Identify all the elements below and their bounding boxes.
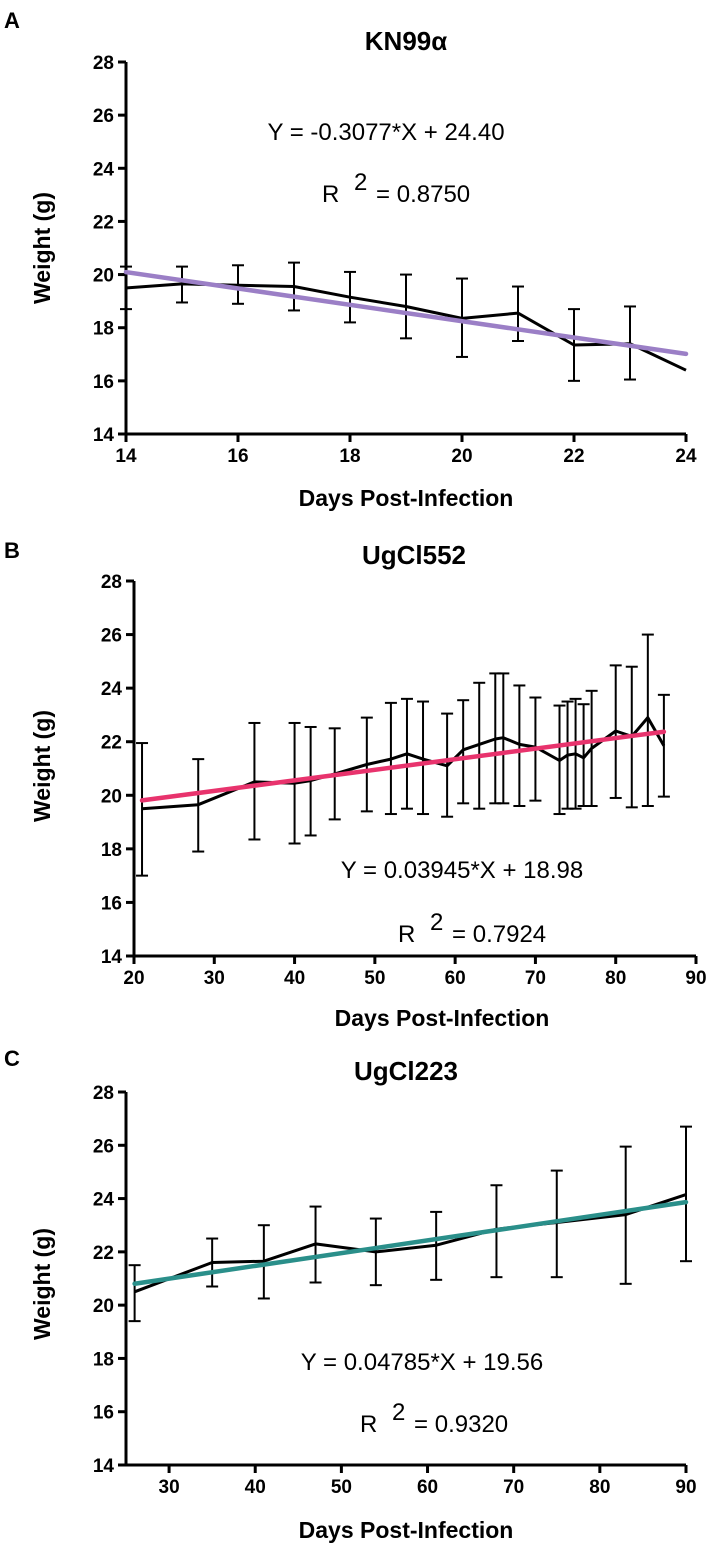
y-tick-label: 28 (93, 53, 114, 74)
r-value: = 0.9320 (414, 1411, 508, 1438)
plot-area: 14 16 18 20 22 24 26 28 20 30 40 50 60 70 80 90 (101, 572, 707, 989)
x-tick-label: 50 (364, 968, 385, 989)
r-superscript: 2 (430, 909, 443, 936)
y-tick-label: 20 (93, 266, 114, 287)
x-tick-label: 20 (451, 446, 472, 467)
x-tick-label: 70 (525, 968, 546, 989)
y-tick-label: 22 (101, 733, 122, 754)
r-value: = 0.7924 (452, 921, 546, 948)
x-tick-label: 80 (589, 1477, 610, 1498)
y-tick-label: 14 (93, 1456, 115, 1477)
x-tick-label: 90 (685, 968, 706, 989)
x-axis-label: Days Post-Infection (299, 485, 514, 511)
x-tick-label: 22 (563, 446, 584, 467)
fit-equation: Y = 0.03945*X + 18.98 (341, 857, 583, 884)
y-tick-label: 20 (101, 786, 122, 807)
chart-title: UgCl223 (354, 1056, 458, 1086)
x-tick-label: 60 (445, 968, 466, 989)
y-tick-label: 28 (101, 572, 122, 593)
regression-line (123, 269, 689, 357)
y-tick-label: 22 (93, 1243, 114, 1264)
y-tick-label: 24 (93, 1190, 115, 1211)
y-tick-label: 20 (93, 1296, 114, 1317)
y-tick-label: 26 (93, 1136, 114, 1157)
r-superscript: 2 (354, 169, 367, 196)
x-tick-label: 60 (417, 1477, 438, 1498)
x-tick-label: 30 (159, 1477, 180, 1498)
x-axis-label: Days Post-Infection (299, 1517, 514, 1543)
y-tick-label: 24 (101, 679, 123, 700)
panel-letter: B (4, 538, 20, 563)
y-tick-label: 18 (93, 1349, 114, 1370)
r-prefix: R (360, 1411, 377, 1438)
y-tick-label: 24 (93, 159, 115, 180)
mean-line (134, 1193, 687, 1294)
x-tick-label: 30 (204, 968, 225, 989)
y-tick-label: 26 (101, 626, 122, 647)
r-squared: R 2 = 0.8750 (322, 169, 470, 208)
chart-title: UgCl552 (362, 540, 466, 570)
r-squared: R 2 = 0.9320 (360, 1399, 508, 1438)
x-tick-label: 14 (115, 446, 137, 467)
r-prefix: R (398, 921, 415, 948)
plot-area: 14 16 18 20 22 24 26 28 30 40 50 60 70 80 90 (93, 1083, 697, 1498)
y-axis-label: Weight (g) (29, 710, 55, 822)
panel-letter: A (4, 8, 20, 33)
r-value: = 0.8750 (376, 181, 470, 208)
x-tick-label: 24 (675, 446, 697, 467)
y-tick-label: 28 (93, 1083, 114, 1104)
x-tick-label: 40 (284, 968, 305, 989)
x-tick-label: 80 (605, 968, 626, 989)
regression-line (132, 1199, 689, 1286)
plot-area: 14 16 18 20 22 24 26 28 14 16 18 20 22 24 (93, 53, 697, 467)
panel-a: A KN99α Weight (g) Days Post-Infection Y… (4, 8, 697, 511)
y-axis-label: Weight (g) (29, 1228, 55, 1340)
x-tick-label: 20 (123, 968, 144, 989)
x-tick-label: 16 (227, 446, 248, 467)
y-tick-label: 14 (93, 425, 115, 446)
panel-c: C UgCl223 Weight (g) Days Post-Infection… (4, 1046, 697, 1543)
regression-line (139, 729, 667, 803)
x-axis-label: Days Post-Infection (335, 1005, 550, 1031)
x-tick-label: 40 (245, 1477, 266, 1498)
x-tick-label: 70 (503, 1477, 524, 1498)
y-tick-label: 22 (93, 212, 114, 233)
y-tick-label: 18 (101, 840, 122, 861)
chart-title: KN99α (365, 26, 447, 56)
y-tick-label: 18 (93, 319, 114, 340)
fit-equation: Y = 0.04785*X + 19.56 (301, 1349, 543, 1376)
y-tick-label: 16 (93, 372, 114, 393)
x-tick-label: 90 (675, 1477, 696, 1498)
y-tick-label: 16 (93, 1403, 114, 1424)
r-prefix: R (322, 181, 339, 208)
y-axis-label: Weight (g) (29, 192, 55, 304)
y-tick-label: 14 (101, 947, 123, 968)
y-tick-label: 26 (93, 106, 114, 127)
x-tick-label: 50 (331, 1477, 352, 1498)
y-tick-label: 16 (101, 893, 122, 914)
mean-line (141, 716, 666, 811)
fit-equation: Y = -0.3077*X + 24.40 (267, 119, 504, 146)
panel-b: B UgCl552 Weight (g) Days Post-Infection… (4, 538, 707, 1031)
r-squared: R 2 = 0.7924 (398, 909, 546, 948)
r-superscript: 2 (392, 1399, 405, 1426)
panel-letter: C (4, 1046, 20, 1071)
x-tick-label: 18 (339, 446, 360, 467)
